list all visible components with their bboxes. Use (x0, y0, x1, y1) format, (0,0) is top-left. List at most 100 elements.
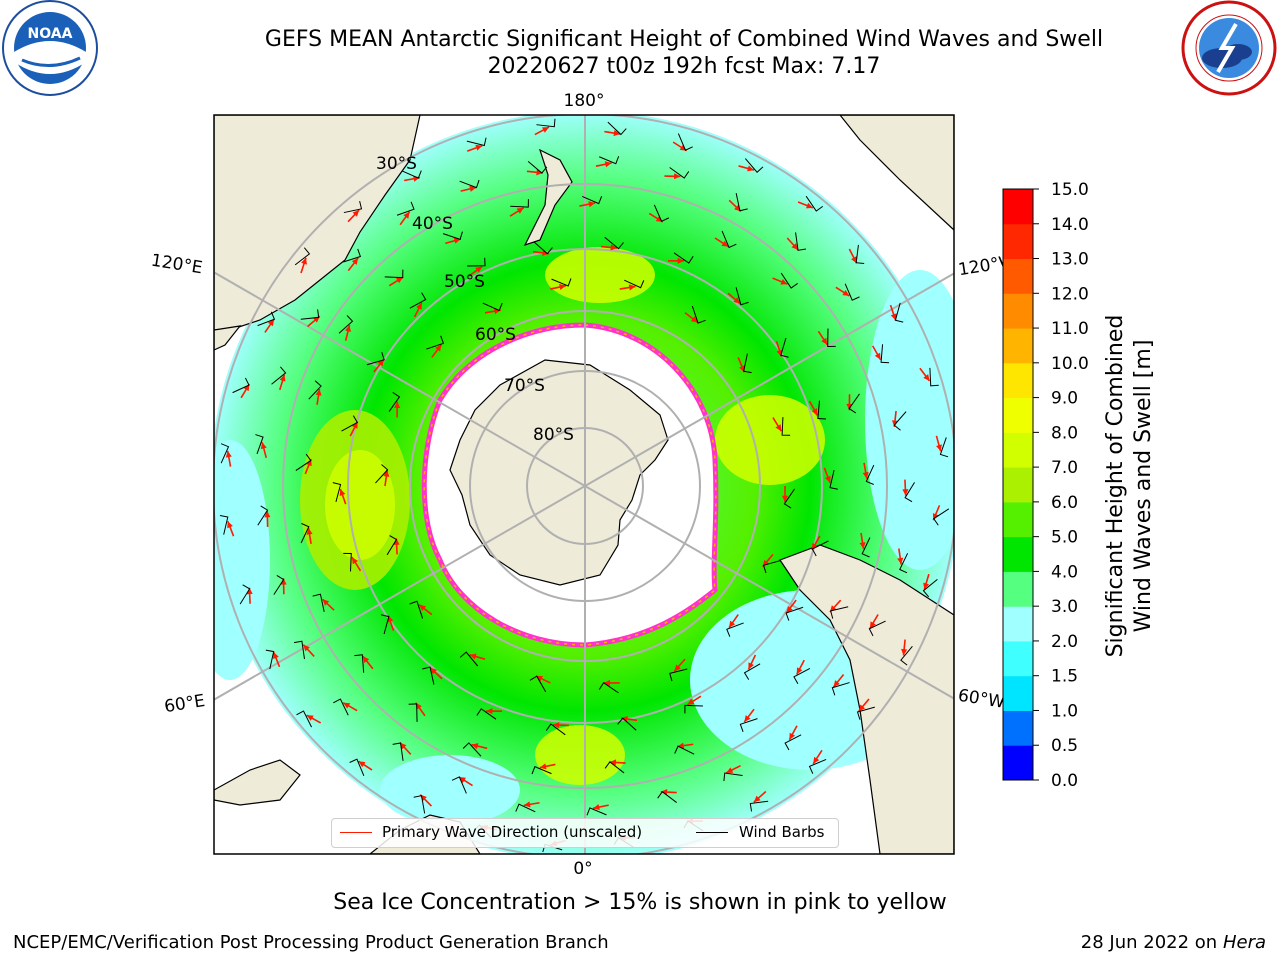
wind-barb (739, 718, 758, 732)
lat-label-40s: 40°S (412, 214, 453, 234)
footer-host: Hera (1222, 932, 1266, 953)
lon-label-60w: 60°W (957, 686, 1007, 713)
wind-barb (386, 535, 398, 556)
wave-direction-arrowhead (471, 743, 479, 750)
wave-direction-arrowhead (936, 444, 942, 452)
wind-barb (673, 252, 694, 264)
wind-barb (392, 742, 404, 761)
wind-barb (255, 434, 264, 455)
wind-barb (442, 231, 463, 240)
wave-direction-arrowhead (322, 599, 330, 606)
wind-barb (271, 366, 287, 385)
wind-barb (312, 593, 325, 612)
colorbar-segment (1003, 640, 1033, 677)
wind-barb (409, 600, 424, 619)
wave-direction-arrowhead (859, 542, 866, 549)
wind-barb (380, 614, 390, 635)
wind-barb (735, 287, 749, 306)
wave-direction-arrowhead (301, 257, 307, 265)
wave-direction-arrowhead (306, 715, 314, 721)
wave-direction-arrowhead (469, 653, 477, 660)
lat-label-60s: 60°S (475, 325, 516, 345)
wave-direction-arrowhead (395, 277, 403, 284)
wind-barb (527, 161, 548, 174)
wave-direction-arrowhead (604, 161, 612, 168)
wind-barb (459, 179, 480, 189)
wave-direction-arrowhead (677, 257, 684, 264)
wave-direction-arrowhead (813, 756, 820, 764)
wind-barb (333, 698, 349, 716)
colorbar-tick-label: 6.0 (1051, 493, 1078, 513)
wind-barb (338, 315, 354, 334)
wind-barb (586, 807, 607, 816)
wave-direction-arrowhead (729, 620, 736, 628)
colorbar-tick-label: 0.0 (1051, 771, 1078, 791)
wave-direction-arrowhead (539, 763, 547, 770)
wind-barb (674, 745, 695, 755)
legend-wave-direction: Primary Wave Direction (unscaled) (382, 823, 643, 841)
wave-direction-arrowhead (805, 202, 813, 209)
wave-direction-arrowhead (791, 243, 799, 250)
wave-direction-arrowhead (833, 680, 840, 687)
wave-direction-arrowhead (419, 604, 426, 612)
wind-barb (880, 344, 890, 364)
wave-direction-arrowhead (358, 761, 366, 768)
lon-label-180: 180° (564, 91, 605, 111)
wind-barb (900, 646, 913, 666)
colorbar-tick-label: 10.0 (1051, 354, 1089, 374)
wave-direction-arrowhead (351, 257, 359, 265)
colorbar: 0.0 0.5 1.0 1.5 2.0 3.0 4.0 5.0 6.0 7.0 8.0 9.0 10.0… (1002, 180, 1089, 791)
chart-title: GEFS MEAN Antarctic Significant Height o… (264, 27, 1104, 52)
wind-barb (515, 803, 536, 813)
wind-barb (657, 790, 677, 803)
colorbar-tick-label: 7.0 (1051, 458, 1078, 478)
wind-barb (749, 800, 769, 812)
wind-barb (300, 523, 310, 544)
wind-barb (551, 278, 572, 287)
wave-direction-arrowhead (430, 667, 437, 675)
colorbar-tick-label: 0.5 (1051, 736, 1078, 756)
wind-barb (780, 272, 798, 289)
colorbar-label-line1: Significant Height of Combined (1103, 315, 1128, 658)
wind-barb (684, 704, 703, 714)
footer-date-text: 28 Jun 2022 on (1080, 932, 1218, 953)
wind-barb (422, 666, 435, 685)
wave-direction-arrowhead (821, 337, 828, 345)
colorbar-segment (1003, 397, 1033, 433)
wave-direction-arrowhead (279, 374, 286, 382)
wave-direction-arrowhead (811, 408, 818, 416)
longitude-grid (214, 115, 954, 854)
wave-direction-arrowhead (781, 495, 789, 502)
wind-barb (933, 508, 950, 526)
wave-direction-arrowhead (306, 528, 313, 535)
chart-subtitle: 20220627 t00z 192h fcst Max: 7.17 (487, 54, 881, 79)
wind-barb (624, 279, 645, 289)
wave-direction-arrowhead (416, 302, 422, 310)
wind-barb (426, 335, 445, 350)
wave-direction-arrowhead (435, 344, 442, 352)
wind-barb (744, 158, 764, 173)
wind-barb (343, 552, 352, 572)
wind-barb (296, 710, 313, 728)
wind-barb (784, 734, 802, 751)
colorbar-segment (1003, 745, 1033, 781)
wave-direction-arrowhead (609, 759, 617, 766)
wind-barb (354, 654, 365, 673)
colorbar-segment (1003, 571, 1033, 607)
wave-direction-arrowhead (897, 557, 904, 565)
wind-barb (467, 257, 486, 267)
wind-barb (817, 400, 826, 420)
wind-barb (273, 574, 285, 595)
colorbar-tick-label: 14.0 (1051, 215, 1089, 235)
wind-barb (617, 717, 637, 731)
wind-barb (780, 337, 789, 358)
colorbar-segment (1003, 293, 1033, 329)
wind-barb (793, 667, 811, 685)
wave-direction-arrowhead (874, 352, 881, 360)
wind-barb (220, 443, 230, 464)
wind-barb (529, 675, 547, 693)
wind-barb (856, 706, 875, 720)
wave-direction-arrowhead (734, 204, 741, 212)
wind-barb (599, 156, 620, 165)
wave-direction-arrowhead (383, 470, 390, 477)
